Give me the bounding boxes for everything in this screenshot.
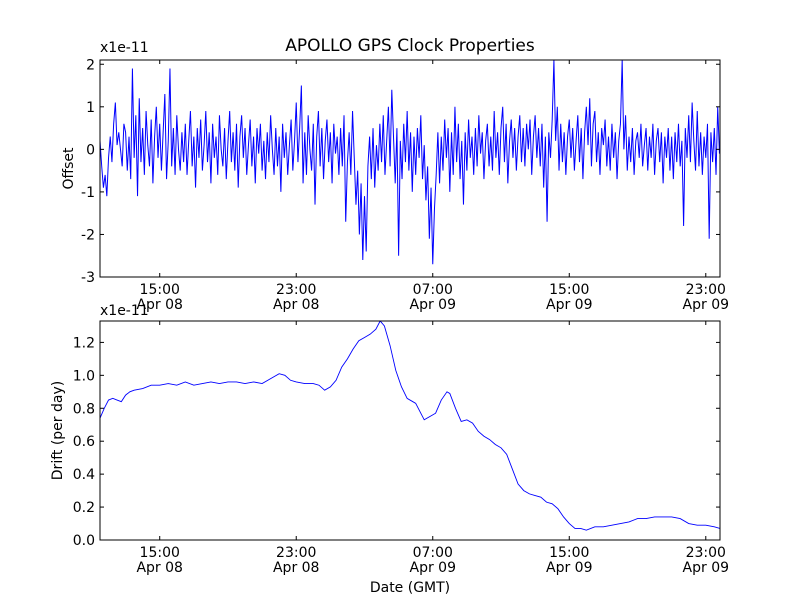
x-tick-label-time: 15:00 bbox=[140, 282, 180, 298]
y-tick-label: 0.0 bbox=[73, 533, 95, 549]
x-tick-label-date: Apr 09 bbox=[683, 560, 729, 576]
y-tick-label: 0.8 bbox=[73, 401, 95, 417]
y-tick-label: 0 bbox=[86, 142, 95, 158]
x-tick-label-date: Apr 09 bbox=[410, 297, 456, 313]
x-tick-label-time: 07:00 bbox=[413, 282, 453, 298]
figure-title: APOLLO GPS Clock Properties bbox=[285, 36, 535, 56]
x-axis-label: Date (GMT) bbox=[370, 580, 450, 596]
axes-frame bbox=[99, 59, 721, 278]
y-tick-label: 2 bbox=[86, 57, 95, 73]
x-tick-label-time: 23:00 bbox=[276, 545, 316, 561]
x-tick-label-time: 23:00 bbox=[276, 282, 316, 298]
y-multiplier-label: x1e-11 bbox=[100, 303, 149, 319]
axes-frame bbox=[99, 320, 721, 541]
y-tick-label: 0.2 bbox=[73, 500, 95, 516]
y-tick-label: 1.2 bbox=[73, 335, 95, 351]
x-tick-label-date: Apr 08 bbox=[273, 560, 319, 576]
x-tick-label-time: 15:00 bbox=[140, 545, 180, 561]
y-tick-label: 1.0 bbox=[73, 368, 95, 384]
x-tick-label-date: Apr 09 bbox=[546, 560, 592, 576]
x-tick-label-date: Apr 08 bbox=[136, 297, 182, 313]
y-tick-label: 0.4 bbox=[73, 467, 95, 483]
x-tick-label-time: 15:00 bbox=[549, 545, 589, 561]
y-tick-label: -1 bbox=[81, 185, 95, 201]
y-axis-label: Offset bbox=[61, 147, 77, 190]
x-tick-label-date: Apr 08 bbox=[136, 560, 182, 576]
y-tick-label: 0.6 bbox=[73, 434, 95, 450]
x-tick-label-date: Apr 08 bbox=[273, 297, 319, 313]
x-tick-label-date: Apr 09 bbox=[683, 297, 729, 313]
y-tick-label: -2 bbox=[81, 227, 95, 243]
y-axis-label: Drift (per day) bbox=[50, 381, 66, 480]
x-tick-label-date: Apr 09 bbox=[546, 297, 592, 313]
series-line-0 bbox=[100, 60, 720, 265]
y-tick-label: -3 bbox=[81, 270, 95, 286]
series-line-0 bbox=[100, 321, 720, 531]
x-tick-label-time: 23:00 bbox=[686, 282, 726, 298]
y-tick-label: 1 bbox=[86, 100, 95, 116]
x-tick-label-time: 07:00 bbox=[413, 545, 453, 561]
x-tick-label-time: 23:00 bbox=[686, 545, 726, 561]
y-multiplier-label: x1e-11 bbox=[100, 40, 149, 56]
x-tick-label-time: 15:00 bbox=[549, 282, 589, 298]
x-tick-label-date: Apr 09 bbox=[410, 560, 456, 576]
